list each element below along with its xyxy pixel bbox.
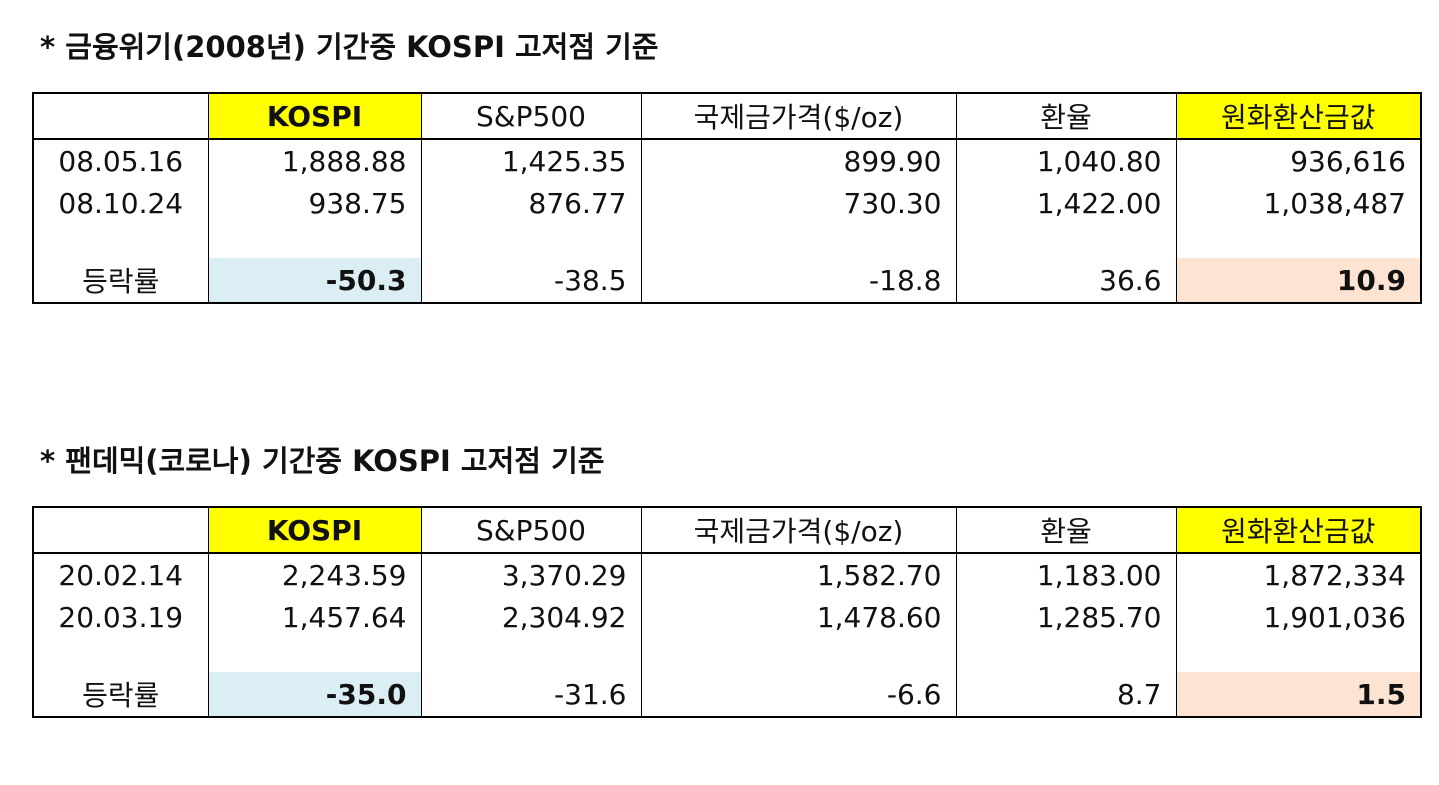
cell [640, 224, 957, 258]
cell [207, 638, 422, 672]
cell: 1.5 [1175, 672, 1422, 717]
header-cell [32, 93, 209, 140]
cell: 36.6 [955, 258, 1177, 303]
cell: 2,304.92 [420, 596, 642, 638]
cell: 10.9 [1175, 258, 1422, 303]
data-row: 08.10.24 938.75 876.77 730.30 1,422.00 1,038,… [32, 182, 1422, 224]
cell: 1,888.88 [207, 139, 422, 182]
change-row: 등락률 -50.3 -38.5 -18.8 36.6 10.9 [32, 258, 1422, 303]
table: KOSPI S&P500 국제금가격($/oz) 환율 원화환산금값 20.02.14 2,… [32, 506, 1422, 718]
cell: -38.5 [420, 258, 642, 303]
cell: 1,425.35 [420, 139, 642, 182]
cell: 1,422.00 [955, 182, 1177, 224]
cell [420, 638, 642, 672]
cell: 등락률 [32, 258, 209, 303]
cell: -35.0 [207, 672, 422, 717]
cell: -6.6 [640, 672, 957, 717]
cell: -31.6 [420, 672, 642, 717]
data-row: 08.05.16 1,888.88 1,425.35 899.90 1,040.80 93… [32, 139, 1422, 182]
cell [1175, 638, 1422, 672]
section-title: * 팬데믹(코로나) 기간중 KOSPI 고저점 기준 [40, 444, 605, 478]
section: * 팬데믹(코로나) 기간중 KOSPI 고저점 기준 KOSPI S&P500 국제… [32, 436, 1422, 718]
cell: 899.90 [640, 139, 957, 182]
cell: 1,183.00 [955, 553, 1177, 596]
cell [640, 638, 957, 672]
header-cell: 원화환산금값 [1175, 93, 1422, 140]
cell: 730.30 [640, 182, 957, 224]
cell: 등락률 [32, 672, 209, 717]
cell: 8.7 [955, 672, 1177, 717]
header-cell: S&P500 [420, 507, 642, 554]
cell: 1,457.64 [207, 596, 422, 638]
header-cell: KOSPI [207, 93, 422, 140]
spacer-row [32, 638, 1422, 672]
data-row: 20.03.19 1,457.64 2,304.92 1,478.60 1,285.70… [32, 596, 1422, 638]
cell [955, 224, 1177, 258]
header-cell: 환율 [955, 93, 1177, 140]
header-row: KOSPI S&P500 국제금가격($/oz) 환율 원화환산금값 [32, 93, 1422, 140]
change-row: 등락률 -35.0 -31.6 -6.6 8.7 1.5 [32, 672, 1422, 717]
cell [32, 224, 209, 258]
cell: 1,478.60 [640, 596, 957, 638]
cell: 1,038,487 [1175, 182, 1422, 224]
cell [955, 638, 1177, 672]
cell [32, 638, 209, 672]
cell: 1,285.70 [955, 596, 1177, 638]
cell: 1,582.70 [640, 553, 957, 596]
header-cell: 국제금가격($/oz) [640, 93, 957, 140]
cell: -18.8 [640, 258, 957, 303]
header-cell: KOSPI [207, 507, 422, 554]
cell: 2,243.59 [207, 553, 422, 596]
header-cell: 환율 [955, 507, 1177, 554]
header-row: KOSPI S&P500 국제금가격($/oz) 환율 원화환산금값 [32, 507, 1422, 554]
section-title: * 금융위기(2008년) 기간중 KOSPI 고저점 기준 [40, 30, 659, 64]
spacer-row [32, 224, 1422, 258]
cell: 876.77 [420, 182, 642, 224]
cell: -50.3 [207, 258, 422, 303]
cell: 936,616 [1175, 139, 1422, 182]
header-cell: 국제금가격($/oz) [640, 507, 957, 554]
cell: 3,370.29 [420, 553, 642, 596]
header-cell [32, 507, 209, 554]
cell: 20.02.14 [32, 553, 209, 596]
cell [420, 224, 642, 258]
cell: 1,040.80 [955, 139, 1177, 182]
table: KOSPI S&P500 국제금가격($/oz) 환율 원화환산금값 08.05.16 1,… [32, 92, 1422, 304]
section: * 금융위기(2008년) 기간중 KOSPI 고저점 기준 KOSPI S&P50… [32, 22, 1422, 304]
cell: 20.03.19 [32, 596, 209, 638]
header-cell: 원화환산금값 [1175, 507, 1422, 554]
cell: 08.05.16 [32, 139, 209, 182]
cell: 938.75 [207, 182, 422, 224]
cell: 08.10.24 [32, 182, 209, 224]
cell: 1,901,036 [1175, 596, 1422, 638]
cell [207, 224, 422, 258]
cell: 1,872,334 [1175, 553, 1422, 596]
data-row: 20.02.14 2,243.59 3,370.29 1,582.70 1,183.00… [32, 553, 1422, 596]
header-cell: S&P500 [420, 93, 642, 140]
cell [1175, 224, 1422, 258]
